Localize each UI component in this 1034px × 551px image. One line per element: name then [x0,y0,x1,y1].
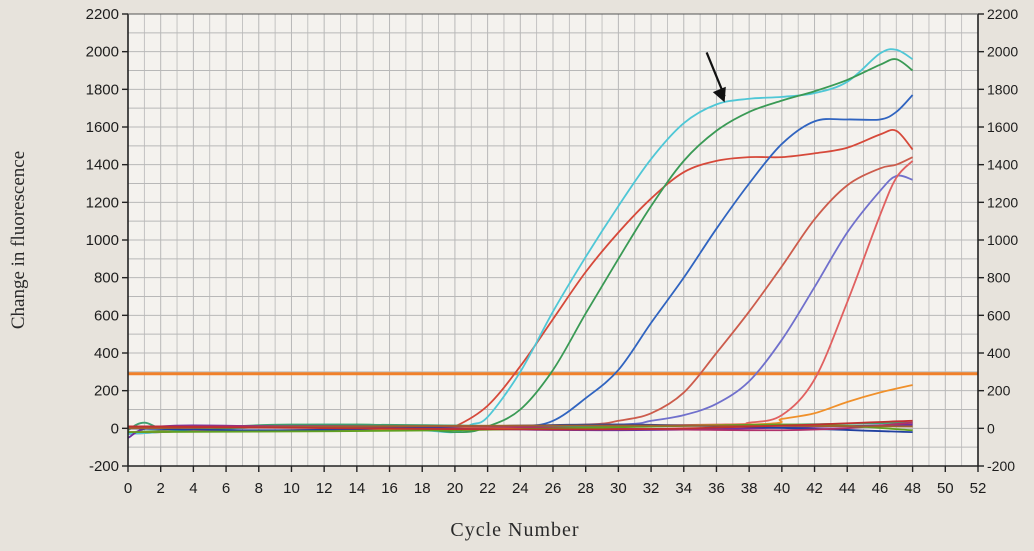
x-tick-label: 52 [970,480,987,497]
y-tick-label-left: 400 [94,345,119,362]
y-tick-label-left: 800 [94,270,119,287]
y-tick-label-left: 1200 [86,194,119,211]
x-tick-label: 20 [447,480,464,497]
x-tick-label: 4 [189,480,197,497]
series-line-3 [127,58,914,434]
x-tick-label: 6 [222,480,230,497]
x-tick-label: 16 [381,480,398,497]
y-tick-label-right: 400 [987,345,1011,361]
x-tick-label: 32 [643,480,660,497]
y-tick-label-right: 2000 [987,44,1018,60]
x-tick-label: 30 [610,480,627,497]
y-tick-label-right: 2200 [987,6,1018,22]
y-tick-label-left: 2200 [86,6,119,23]
y-tick-label-left: -200 [89,458,119,475]
y-tick-label-left: 1600 [86,119,119,136]
y-tick-label-right: 200 [987,383,1011,399]
y-tick-label-right: 1400 [987,157,1018,173]
x-tick-label: 22 [479,480,496,497]
y-tick-label-right: 1600 [987,119,1018,135]
x-tick-label: 24 [512,480,529,497]
x-tick-label: 34 [675,480,692,497]
x-tick-label: 42 [806,480,823,497]
y-tick-label-left: 1400 [86,157,119,174]
y-tick-label-left: 600 [94,307,119,324]
x-tick-label: 0 [124,480,132,497]
x-tick-label: 26 [545,480,562,497]
y-tick-label-right: 0 [987,420,995,436]
x-axis-label: Cycle Number [450,519,579,541]
x-tick-label: 12 [316,480,333,497]
y-axis-label: Change in fluorescence [8,151,29,329]
y-tick-label-left: 0 [111,420,119,437]
x-tick-label: 18 [414,480,431,497]
y-tick-label-left: 200 [94,383,119,400]
x-tick-label: 46 [872,480,889,497]
y-tick-label-right: 1000 [987,232,1018,248]
y-tick-label-left: 2000 [86,44,119,61]
y-tick-label-left: 1000 [86,232,119,249]
x-tick-label: 38 [741,480,758,497]
y-tick-label-right: 600 [987,307,1011,323]
y-tick-label-right: 1800 [987,81,1018,97]
series-group [127,48,914,439]
x-tick-label: 48 [904,480,921,497]
annotation-arrow-head [712,86,726,103]
tick-labels: -200020040060080010001200140016001800200… [86,6,1019,497]
y-tick-label-right: 1200 [987,194,1018,210]
x-tick-label: 10 [283,480,300,497]
x-tick-label: 50 [937,480,954,497]
x-tick-label: 36 [708,480,725,497]
x-tick-label: 8 [255,480,263,497]
y-tick-label-left: 1800 [86,81,119,98]
x-tick-label: 44 [839,480,856,497]
x-tick-label: 2 [157,480,165,497]
x-tick-label: 28 [577,480,594,497]
y-tick-label-right: 800 [987,270,1011,286]
annotation-group [705,51,726,103]
series-line-15 [127,419,913,431]
x-tick-label: 40 [774,480,791,497]
y-tick-label-right: -200 [987,458,1015,474]
x-tick-label: 14 [349,480,366,497]
